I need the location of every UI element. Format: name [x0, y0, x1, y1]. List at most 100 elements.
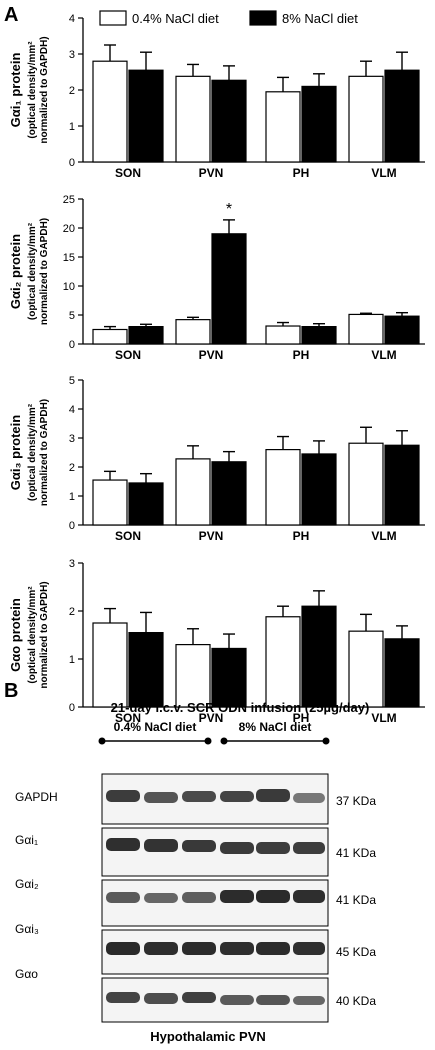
wb-band — [106, 838, 140, 851]
legend-swatch-high-salt — [249, 10, 277, 26]
significance-marker: * — [226, 201, 232, 218]
wb-group-low-salt-label: 0.4% NaCl diet — [114, 720, 197, 734]
bar — [265, 449, 301, 526]
wb-band — [144, 942, 178, 955]
wb-band — [256, 942, 290, 955]
wb-kda-gao: 40 KDa — [336, 994, 376, 1008]
bar — [301, 605, 337, 708]
wb-kda-gai1: 41 KDa — [336, 846, 376, 860]
y-tick-label: 0 — [69, 157, 75, 169]
wb-row-gai3: Gαi₃ 45 KDa — [15, 922, 376, 975]
bar — [265, 91, 301, 163]
wb-row-label-gapdh: GAPDH — [15, 790, 58, 804]
y-tick-label: 0 — [69, 520, 75, 532]
wb-membrane-gai2 — [101, 879, 329, 927]
wb-band — [182, 840, 216, 852]
wb-kda-gai2: 41 KDa — [336, 893, 376, 907]
wb-band — [220, 791, 254, 802]
wb-row-gapdh: GAPDH 37 KDa — [15, 773, 376, 825]
x-category-label: VLM — [371, 529, 396, 543]
bar — [211, 647, 247, 708]
wb-band — [256, 995, 290, 1005]
wb-kda-gapdh: 37 KDa — [336, 794, 376, 808]
y-axis-title: Gαi₁ protein — [8, 53, 23, 128]
wb-band — [293, 942, 325, 955]
y-tick-label: 3 — [69, 433, 75, 445]
y-tick-label: 5 — [69, 310, 75, 322]
wb-band — [106, 992, 140, 1003]
bar — [384, 315, 420, 345]
legend-swatch-low-salt — [99, 10, 127, 26]
y-tick-label: 10 — [63, 281, 75, 293]
y-tick-label: 15 — [63, 252, 75, 264]
y-tick-label: 3 — [69, 49, 75, 61]
wb-row-gai2: Gαi₂ 41 KDa — [15, 877, 376, 927]
legend-label-high-salt: 8% NaCl diet — [282, 11, 358, 26]
x-category-label: PH — [293, 166, 310, 180]
y-tick-label: 20 — [63, 223, 75, 235]
bar — [301, 85, 337, 163]
x-category-label: PH — [293, 348, 310, 362]
y-axis-title: Gαi₂ protein — [8, 234, 23, 309]
wb-group-low-salt-dot-right — [204, 737, 212, 745]
wb-band — [182, 791, 216, 802]
wb-caption: Hypothalamic PVN — [150, 1029, 266, 1044]
chart-gao: 0 1 2 3 Gαo protein (optical density/mm² norma… — [8, 558, 425, 725]
x-category-label: SON — [115, 529, 141, 543]
wb-band — [220, 942, 254, 955]
y-axis-title: Gαo protein — [8, 598, 23, 672]
chart-gai1: 0 1 2 3 4 Gαi₁ protein (optical density/mm² nor… — [8, 13, 425, 180]
y-tick-label: 4 — [69, 13, 75, 25]
y-tick-label: 4 — [69, 404, 75, 416]
wb-band — [182, 942, 216, 955]
x-category-label: VLM — [371, 348, 396, 362]
bar — [175, 319, 211, 345]
bar — [211, 233, 247, 345]
bar — [128, 326, 164, 345]
bar — [301, 326, 337, 345]
y-tick-label: 3 — [69, 558, 75, 570]
bar — [92, 60, 128, 163]
bar — [265, 325, 301, 345]
wb-row-gao: Gαo 40 KDa — [15, 967, 376, 1023]
bar — [128, 69, 164, 163]
x-category-label: PVN — [199, 529, 224, 543]
y-tick-label: 1 — [69, 491, 75, 503]
y-axis-title: Gαi₃ protein — [8, 415, 23, 490]
bar — [211, 461, 247, 526]
wb-band — [220, 890, 254, 903]
legend: 0.4% NaCl diet 8% NaCl diet — [99, 10, 358, 26]
bar — [384, 444, 420, 526]
y-tick-label: 0 — [69, 339, 75, 351]
western-blot-panel: 21-day i.c.v. SCR ODN infusion (25µg/day… — [15, 700, 376, 1044]
wb-band — [106, 790, 140, 802]
wb-row-label-gao: Gαo — [15, 967, 38, 981]
y-axis-subtitle: normalized to GAPDH) — [39, 36, 50, 143]
wb-kda-gai3: 45 KDa — [336, 945, 376, 959]
y-tick-label: 5 — [69, 375, 75, 387]
wb-title: 21-day i.c.v. SCR ODN infusion (25µg/day… — [111, 700, 370, 715]
wb-group-high-salt: 8% NaCl diet — [220, 720, 330, 745]
wb-band — [106, 892, 140, 903]
y-axis-subtitle: normalized to GAPDH) — [39, 581, 50, 688]
bar — [92, 328, 128, 345]
bar — [384, 638, 420, 708]
bar — [301, 453, 337, 526]
bar — [175, 75, 211, 163]
bar — [92, 622, 128, 708]
wb-band — [256, 789, 290, 802]
y-tick-label: 0 — [69, 702, 75, 714]
wb-band — [144, 993, 178, 1004]
wb-band — [144, 893, 178, 903]
x-category-label: PH — [293, 711, 310, 725]
y-tick-label: 25 — [63, 194, 75, 206]
wb-band — [256, 842, 290, 854]
bar — [92, 479, 128, 526]
bar — [348, 442, 384, 526]
wb-group-high-salt-label: 8% NaCl diet — [239, 720, 312, 734]
wb-band — [256, 890, 290, 903]
wb-row-label-gai2: Gαi₂ — [15, 877, 39, 891]
wb-band — [293, 996, 325, 1005]
bar — [128, 482, 164, 526]
x-category-label: SON — [115, 348, 141, 362]
